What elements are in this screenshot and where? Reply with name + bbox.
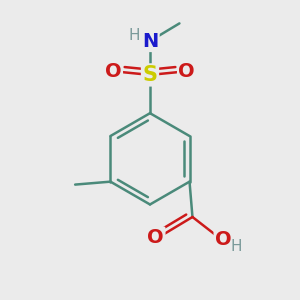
- Text: O: O: [147, 228, 164, 247]
- Text: O: O: [215, 230, 232, 249]
- Text: H: H: [231, 239, 242, 254]
- Text: H: H: [128, 28, 140, 43]
- Text: O: O: [105, 62, 122, 82]
- Text: N: N: [142, 32, 158, 51]
- Text: S: S: [142, 65, 158, 85]
- Text: O: O: [178, 62, 195, 82]
